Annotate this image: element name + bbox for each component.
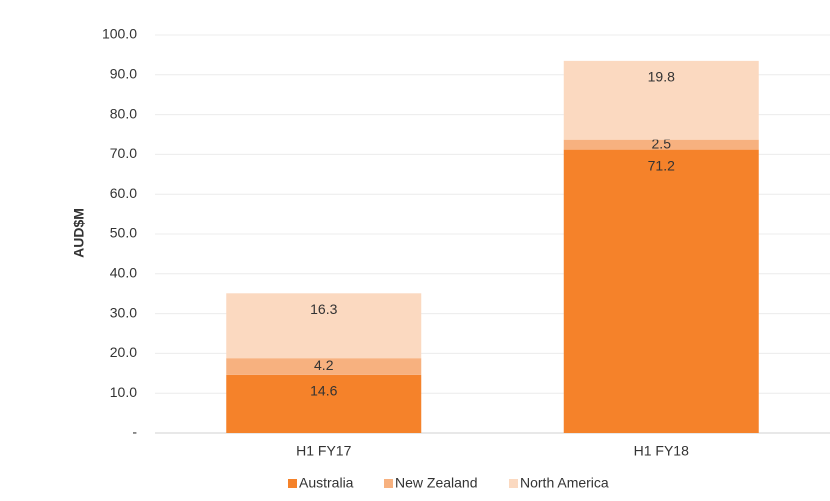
bar-segment <box>563 60 759 140</box>
y-tick-label: 60.0 <box>110 185 137 201</box>
x-tick-label: H1 FY18 <box>634 443 689 459</box>
data-label: 19.8 <box>648 69 675 85</box>
y-tick-label: 30.0 <box>110 304 137 320</box>
y-tick-label: 100.0 <box>102 26 137 42</box>
y-tick-label: 50.0 <box>110 225 137 241</box>
data-label: 16.3 <box>310 301 337 317</box>
legend-label: Australia <box>299 475 354 491</box>
y-tick-label: 70.0 <box>110 145 137 161</box>
legend-label: North America <box>520 475 609 491</box>
data-label: 71.2 <box>648 157 675 173</box>
data-label: 4.2 <box>314 357 334 373</box>
legend-swatch <box>288 479 297 488</box>
y-tick-label: 80.0 <box>110 105 137 121</box>
y-tick-label: - <box>132 424 137 440</box>
y-tick-label: 40.0 <box>110 265 137 281</box>
bar-segment <box>563 149 759 433</box>
y-tick-label: 90.0 <box>110 66 137 82</box>
bar-segment <box>563 139 759 150</box>
legend-swatch <box>509 479 518 488</box>
y-tick-label: 20.0 <box>110 344 137 360</box>
y-axis-label: AUD$M <box>71 208 87 258</box>
bar-segment <box>226 358 422 375</box>
legend-swatch <box>384 479 393 488</box>
data-label: 14.6 <box>310 383 337 399</box>
bar-segment <box>226 293 422 359</box>
x-tick-label: H1 FY17 <box>296 443 351 459</box>
y-tick-label: 10.0 <box>110 384 137 400</box>
legend-label: New Zealand <box>395 475 478 491</box>
bar-segment <box>226 374 422 433</box>
